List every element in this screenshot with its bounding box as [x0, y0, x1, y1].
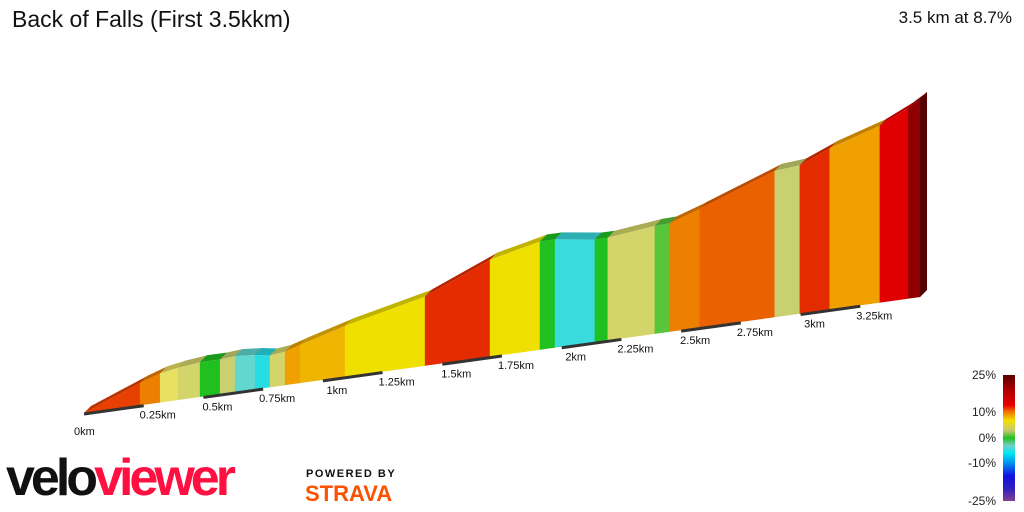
segment-top: [489, 234, 548, 260]
x-tick-label: 3km: [804, 319, 825, 331]
axis-tick-bar: [561, 337, 622, 350]
x-tick-label: 0.5km: [202, 401, 232, 413]
axis-tick-bar: [322, 371, 383, 383]
segment-top: [908, 91, 928, 108]
x-tick-label: 0.75km: [259, 393, 295, 405]
segment-top: [669, 201, 708, 224]
x-tick-label: 1.75km: [498, 360, 534, 372]
x-tick-label: 2.25km: [617, 343, 653, 355]
profile-end-cap: [920, 91, 927, 298]
gradient-segment: [594, 237, 609, 343]
legend-color-bar: [1003, 375, 1015, 501]
x-tick-label: 2.5km: [680, 335, 710, 347]
legend-label: -25%: [967, 494, 996, 508]
gradient-segment: [554, 239, 596, 348]
gradient-segment: [607, 225, 656, 341]
legend-label: 0%: [978, 431, 996, 445]
axis-tick-bar: [680, 321, 742, 333]
x-tick-label: 1km: [326, 385, 347, 397]
veloviewer-logo[interactable]: veloviewer: [6, 449, 236, 507]
segment-top: [654, 216, 678, 226]
segment-top: [554, 232, 603, 240]
segment-top: [424, 252, 498, 297]
x-tick-label: 0km: [74, 426, 95, 438]
gradient-segment: [654, 223, 671, 334]
gradient-segment: [344, 296, 426, 377]
segment-top: [879, 100, 916, 126]
segment-top: [177, 355, 208, 368]
segment-top: [234, 348, 263, 357]
segment-top: [219, 349, 243, 360]
gradient-segment: [234, 355, 256, 393]
gradient-segment: [219, 356, 236, 395]
legend-label: -10%: [967, 456, 996, 470]
x-tick-label: 1.5km: [441, 368, 471, 380]
gradient-segment: [879, 107, 909, 303]
segment-top: [139, 366, 168, 383]
segment-top: [159, 360, 186, 374]
gradient-segment: [299, 325, 346, 384]
gradient-segment: [829, 125, 881, 310]
logo-velo: velo: [6, 449, 98, 507]
x-tick-label: 1.25km: [379, 377, 415, 389]
strava-logo[interactable]: STRAVA: [305, 481, 393, 506]
legend-label: 10%: [971, 405, 996, 419]
gradient-segment: [84, 382, 141, 413]
segment-top: [199, 352, 228, 363]
x-tick-label: 3.25km: [856, 310, 892, 322]
axis-tick-bar: [203, 387, 264, 399]
legend-label: 25%: [971, 368, 996, 382]
gradient-segment: [255, 355, 271, 390]
segment-top: [84, 375, 148, 413]
gradient-segment: [424, 259, 491, 366]
segment-top: [299, 318, 353, 345]
segment-top: [829, 118, 888, 149]
segment-top: [799, 141, 837, 166]
segment-top: [699, 163, 783, 209]
segment-top: [774, 158, 808, 171]
gradient-segment: [539, 239, 556, 350]
gradient-segment: [699, 170, 776, 328]
gradient-segment: [159, 367, 179, 403]
gradient-segment: [908, 98, 921, 299]
segment-top: [607, 218, 663, 238]
climb-summary: 3.5 km at 8.7%: [898, 8, 1012, 27]
powered-by-label: POWERED BY: [306, 468, 397, 480]
logo-viewer: viewer: [94, 449, 236, 507]
segment-top: [284, 337, 308, 352]
segment-top: [539, 232, 563, 242]
axis-tick-bar: [800, 304, 861, 317]
x-tick-label: 2.75km: [737, 327, 773, 339]
chart-title: Back of Falls (First 3.5kkm): [12, 6, 291, 32]
gradient-segment: [139, 373, 161, 406]
x-tick-label: 2km: [565, 352, 586, 364]
gradient-segment: [799, 148, 830, 314]
gradient-segment: [774, 165, 801, 318]
gradient-segment: [177, 362, 201, 400]
segment-top: [594, 230, 616, 240]
gradient-segment: [669, 208, 701, 332]
x-tick-label: 0.25km: [140, 410, 176, 422]
segment-top: [269, 344, 293, 356]
axis-tick-bar: [83, 404, 144, 416]
segment-top: [344, 289, 433, 326]
gradient-segment: [489, 241, 541, 357]
gradient-segment: [284, 344, 301, 386]
gradient-segment: [269, 351, 286, 388]
gradient-segment: [199, 359, 221, 397]
axis-tick-bar: [442, 354, 503, 366]
